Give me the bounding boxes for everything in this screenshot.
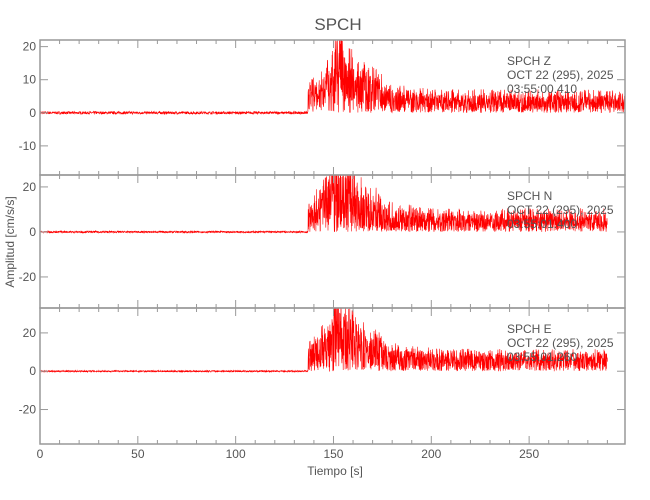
x-axis-label: Tiempo [s] (307, 464, 363, 478)
x-tick-label: 150 (323, 447, 343, 461)
panel-frame (39, 307, 626, 445)
y-tick-label: -20 (19, 403, 37, 417)
y-axis-label: Amplitud [cm/s/s] (3, 196, 17, 287)
y-tick-label: 20 (23, 180, 37, 194)
x-tick-label: 200 (421, 447, 441, 461)
panel-annotation: 03:55:01.400 (507, 217, 577, 231)
chart-title: SPCH (314, 15, 361, 34)
panel-annotation: OCT 22 (295), 2025 (507, 68, 614, 82)
x-tick-label: 0 (37, 447, 44, 461)
x-tick-label: 50 (131, 447, 145, 461)
y-tick-label: 0 (29, 225, 36, 239)
y-tick-label: -20 (19, 270, 37, 284)
y-tick-label: 10 (23, 73, 37, 87)
panel-annotation: 03:55:00.410 (507, 82, 577, 96)
trace-line-N (39, 174, 608, 234)
x-tick-label: 100 (226, 447, 246, 461)
y-tick-label: 20 (23, 326, 37, 340)
panel-annotation: OCT 22 (295), 2025 (507, 203, 614, 217)
y-tick-label: 0 (29, 364, 36, 378)
y-tick-label: -10 (19, 139, 37, 153)
y-tick-label: 0 (29, 106, 36, 120)
panel-annotation: 03:55:01.260 (507, 350, 577, 364)
panel-annotation: SPCH E (507, 322, 552, 336)
y-tick-label: 20 (23, 40, 37, 54)
trace-line-Z (39, 39, 626, 116)
panel-annotation: SPCH N (507, 189, 552, 203)
trace-line-E (39, 307, 608, 374)
panel-annotation: OCT 22 (295), 2025 (507, 336, 614, 350)
x-tick-label: 250 (519, 447, 539, 461)
panel-annotation: SPCH Z (507, 54, 551, 68)
